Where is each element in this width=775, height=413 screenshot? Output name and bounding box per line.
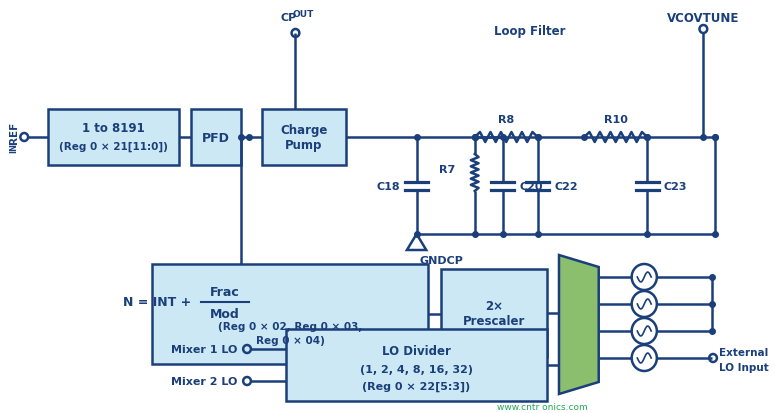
Polygon shape (407, 235, 426, 250)
Text: (1, 2, 4, 8, 16, 32): (1, 2, 4, 8, 16, 32) (360, 364, 473, 374)
Text: Frac: Frac (210, 285, 239, 298)
Text: PFD: PFD (202, 131, 230, 144)
Bar (49, 110, 179, 166)
Text: External: External (719, 347, 768, 357)
Bar (262, 110, 346, 166)
Text: IN: IN (9, 142, 18, 153)
Text: VCOVTUNE: VCOVTUNE (667, 12, 739, 24)
Text: C20: C20 (519, 181, 542, 191)
Text: C23: C23 (663, 181, 687, 191)
Text: www.cntr onics.com: www.cntr onics.com (497, 403, 588, 411)
Text: (Reg 0 × 02, Reg 0 × 03,: (Reg 0 × 02, Reg 0 × 03, (218, 321, 363, 331)
Text: Loop Filter: Loop Filter (494, 26, 566, 38)
Text: Mixer 1 LO: Mixer 1 LO (171, 344, 237, 354)
Text: Mod: Mod (210, 308, 239, 321)
Text: R10: R10 (604, 115, 628, 125)
Bar (191, 110, 241, 166)
Text: Reg 0 × 04): Reg 0 × 04) (256, 335, 325, 345)
Text: R8: R8 (498, 115, 515, 125)
Text: OUT: OUT (292, 9, 314, 19)
Text: R7: R7 (439, 165, 456, 175)
Text: (Reg 0 × 21[11:0]): (Reg 0 × 21[11:0]) (60, 142, 168, 152)
Polygon shape (559, 255, 599, 394)
Bar (441, 269, 547, 357)
Text: C18: C18 (377, 181, 400, 191)
Text: GNDCP: GNDCP (419, 255, 463, 266)
Text: (Reg 0 × 22[5:3]): (Reg 0 × 22[5:3]) (363, 381, 470, 391)
Text: Charge
Pump: Charge Pump (280, 124, 327, 152)
Bar (286, 329, 547, 401)
Text: REF: REF (9, 121, 19, 144)
Bar (152, 264, 429, 364)
Text: LO Input: LO Input (719, 362, 769, 372)
Text: LO Divider: LO Divider (382, 345, 451, 358)
Text: C22: C22 (554, 181, 578, 191)
Text: 2×
Prescaler: 2× Prescaler (463, 299, 525, 327)
Text: CP: CP (281, 13, 297, 23)
Text: N = INT +: N = INT + (123, 296, 196, 309)
Text: 1 to 8191: 1 to 8191 (82, 121, 145, 134)
Text: Mixer 2 LO: Mixer 2 LO (171, 376, 237, 386)
